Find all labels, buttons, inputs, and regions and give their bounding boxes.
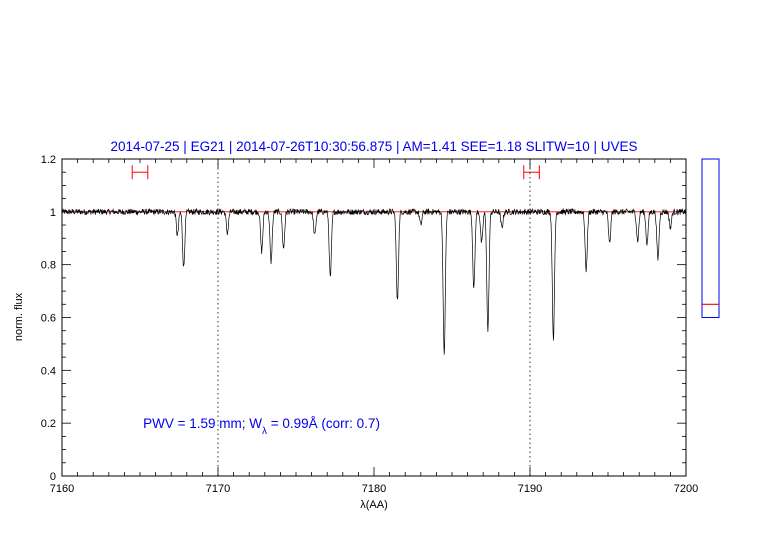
y-tick-label: 0.8	[41, 260, 56, 272]
y-tick-label: 1.2	[41, 154, 56, 166]
x-tick-label: 7160	[50, 483, 74, 495]
y-tick-label: 0	[50, 471, 56, 483]
x-tick-label: 7180	[362, 483, 386, 495]
y-axis-ticks: 0 0.2 0.4 0.6 0.8 1 1.2	[41, 154, 686, 483]
x-axis-ticks: 7160 7170 7180 7190 7200	[50, 159, 698, 495]
x-tick-label: 7190	[518, 483, 542, 495]
x-tick-label: 7170	[206, 483, 230, 495]
side-panel-box	[701, 158, 720, 318]
vertical-markers	[217, 159, 531, 476]
y-tick-label: 1	[50, 207, 56, 219]
pwv-annotation-suffix: = 0.99Å (corr: 0.7)	[267, 416, 380, 431]
x-tick-label: 7200	[674, 483, 698, 495]
chart-title: 2014-07-25 | EG21 | 2014-07-26T10:30:56.…	[111, 139, 638, 154]
pwv-annotation-subscript: λ	[262, 426, 267, 437]
range-markers	[131, 165, 540, 180]
y-tick-label: 0.2	[41, 418, 56, 430]
side-panel	[701, 158, 720, 318]
plot-area: 7160 7170 7180 7190 7200 0 0.2 0.4 0.6 0.8 1 1.2	[41, 154, 699, 495]
y-axis-label: norm. flux	[13, 292, 25, 341]
x-axis-label: λ(AA)	[360, 499, 388, 511]
pwv-annotation: PWV = 1.59 mm; Wλ = 0.99Å (corr: 0.7)	[143, 416, 380, 437]
y-tick-label: 0.6	[41, 313, 56, 325]
y-tick-label: 0.4	[41, 365, 56, 377]
pwv-annotation-prefix: PWV = 1.59 mm; W	[143, 416, 262, 431]
spectrum-line	[61, 207, 687, 355]
